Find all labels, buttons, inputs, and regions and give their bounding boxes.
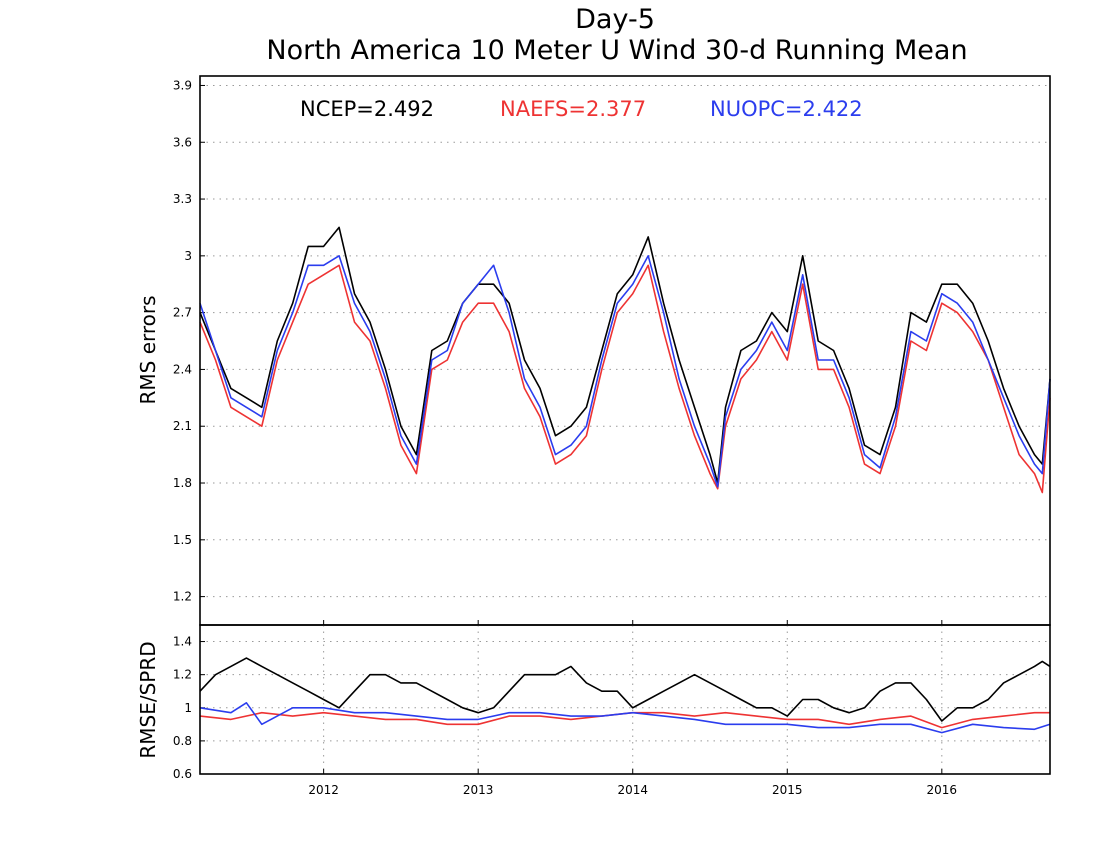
ratio-grid (200, 625, 1050, 775)
ratio-x-tick-label: 2012 (308, 783, 339, 797)
ratio-series-ncep-line (199, 657, 1051, 722)
rms-panel: 1.21.51.82.12.42.733.33.63.9 RMS errors … (136, 75, 1051, 626)
rms-y-tick-label: 3.3 (173, 192, 192, 206)
rms-y-tick-label: 3 (184, 249, 192, 263)
rms-series-nuopc-line (199, 255, 1051, 488)
rms-y-tick-label: 3.6 (173, 135, 192, 149)
rms-y-tick-label: 1.8 (173, 476, 192, 490)
rms-y-tick-label: 2.4 (173, 362, 192, 376)
rms-y-axis-label: RMS errors (136, 295, 160, 404)
legend-ncep: NCEP=2.492 (300, 97, 434, 121)
legend: NCEP=2.492 NAEFS=2.377 NUOPC=2.422 (300, 97, 863, 121)
rms-grid (200, 84, 1050, 625)
ratio-series-group (199, 657, 1051, 734)
ratio-x-tick-label: 2014 (617, 783, 648, 797)
ratio-y-axis-ticks: 0.6 0.8 1 1.2 1.4 (173, 635, 205, 781)
rms-series-ncep-line (199, 226, 1051, 484)
rms-y-tick-label: 2.7 (173, 306, 192, 320)
ratio-y-tick-label: 1.2 (173, 668, 192, 682)
ratio-x-axis-ticks: 2012 2013 2014 2015 2016 (308, 783, 957, 797)
rms-series-naefs-line (199, 264, 1051, 494)
legend-nuopc: NUOPC=2.422 (710, 97, 863, 121)
ratio-y-tick-label: 1 (184, 701, 192, 715)
chart-title: Day-5 (575, 4, 655, 35)
legend-naefs: NAEFS=2.377 (500, 97, 646, 121)
ratio-y-axis-label: RMSE/SPRD (136, 641, 160, 758)
ratio-x-tick-label: 2015 (772, 783, 803, 797)
rms-y-tick-label: 2.1 (173, 419, 192, 433)
ratio-y-tick-label: 0.8 (173, 734, 192, 748)
ratio-x-tick-label: 2013 (463, 783, 494, 797)
ratio-x-tick-label: 2016 (927, 783, 958, 797)
rms-series-group (199, 226, 1051, 494)
chart-subtitle: North America 10 Meter U Wind 30-d Runni… (266, 35, 967, 66)
ratio-panel-frame (199, 624, 1051, 775)
rms-y-tick-label: 1.5 (173, 533, 192, 547)
rms-y-tick-label: 1.2 (173, 590, 192, 604)
ratio-series-nuopc-line (199, 701, 1051, 734)
ratio-panel: 0.6 0.8 1 1.2 1.4 2012 2013 2014 2015 2016 RMSE/… (136, 624, 1051, 797)
ratio-y-tick-label: 1.4 (173, 635, 192, 649)
rms-y-axis-ticks: 1.2 1.5 1.8 2.1 2.4 2.7 3 3.3 3.6 3.9 (173, 78, 205, 604)
rms-y-tick-label: 3.9 (173, 78, 192, 92)
ratio-y-tick-label: 0.6 (173, 767, 192, 781)
